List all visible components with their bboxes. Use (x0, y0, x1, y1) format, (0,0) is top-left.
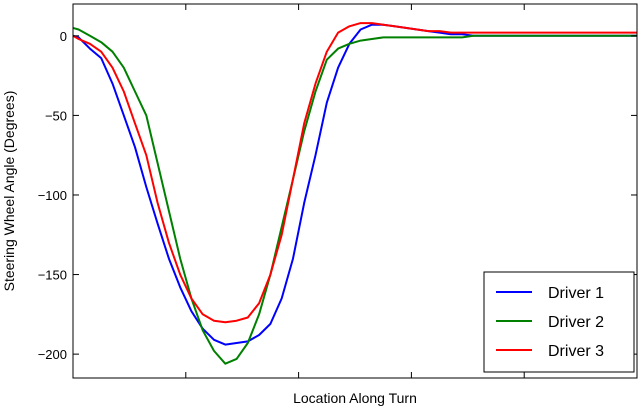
legend: Driver 1 Driver 2 Driver 3 (483, 271, 635, 373)
y-axis-label: Steering Wheel Angle (Degrees) (1, 91, 17, 292)
plot-frame (72, 3, 638, 379)
y-tick-label: −50 (45, 108, 67, 123)
series-line-driver-2 (72, 26, 637, 365)
x-axis-label: Location Along Turn (293, 390, 417, 406)
y-tick-label: 0 (60, 29, 67, 44)
legend-label-driver-3: Driver 3 (548, 343, 604, 360)
y-tick-label: −100 (38, 188, 67, 203)
y-tick-label: −150 (38, 268, 67, 283)
series-line-driver-3 (72, 22, 637, 324)
legend-label-driver-2: Driver 2 (548, 314, 604, 331)
ticks-layer: 0 −50 −100 −150 −200 (38, 4, 637, 378)
series-layer (72, 22, 637, 365)
y-tick-label: −200 (38, 347, 67, 362)
legend-label-driver-1: Driver 1 (548, 285, 604, 302)
